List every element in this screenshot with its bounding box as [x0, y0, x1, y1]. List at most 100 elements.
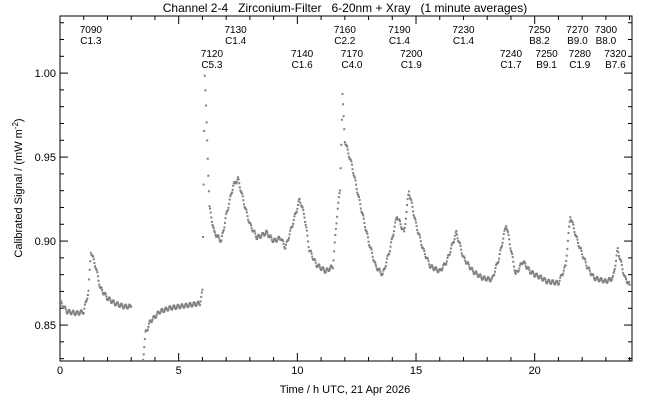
data-point: [511, 252, 514, 255]
data-point: [366, 236, 369, 239]
data-point: [232, 182, 235, 185]
data-point: [406, 198, 409, 201]
data-point: [565, 259, 568, 262]
data-point: [200, 295, 203, 298]
data-point: [606, 280, 609, 283]
data-point: [82, 311, 85, 314]
data-point: [244, 207, 247, 210]
data-point: [119, 304, 122, 307]
data-point: [222, 230, 225, 233]
data-point: [337, 196, 340, 199]
data-point: [214, 233, 217, 236]
data-point: [553, 283, 556, 286]
data-point: [502, 237, 505, 240]
data-point: [256, 236, 259, 239]
data-point: [223, 222, 226, 225]
data-point: [142, 358, 145, 361]
data-point: [305, 229, 308, 232]
flare-id-label: 7280: [569, 49, 592, 60]
data-point: [624, 275, 627, 278]
data-point: [276, 237, 279, 240]
data-point: [196, 302, 199, 305]
data-point: [191, 305, 194, 308]
data-point: [325, 268, 328, 271]
data-point: [357, 194, 360, 197]
data-point: [302, 209, 305, 212]
data-point: [315, 264, 318, 267]
chart-title: Channel 2-4 Zirconium-Filter 6-20nm + Xr…: [163, 1, 527, 15]
data-point: [185, 302, 188, 305]
data-point: [366, 232, 369, 235]
data-point: [264, 233, 267, 236]
data-point: [229, 195, 232, 198]
data-point: [340, 118, 343, 121]
data-point: [496, 262, 499, 265]
data-point: [441, 266, 444, 269]
data-point: [399, 223, 402, 226]
data-point: [488, 277, 490, 280]
data-point: [199, 300, 202, 303]
data-point: [88, 268, 91, 271]
data-point: [518, 267, 521, 270]
data-point: [500, 246, 503, 249]
data-point: [584, 258, 587, 261]
data-point: [339, 189, 342, 192]
flare-class-label: C1.6: [292, 60, 314, 71]
data-point: [423, 250, 426, 253]
data-point: [537, 277, 540, 280]
data-point: [352, 172, 355, 175]
data-point: [463, 255, 466, 258]
data-point: [556, 280, 559, 283]
data-point: [169, 305, 172, 308]
data-point: [567, 232, 570, 235]
data-point: [161, 307, 164, 310]
data-point: [498, 253, 501, 256]
data-point: [596, 276, 599, 279]
data-point: [60, 302, 63, 305]
data-point: [565, 254, 568, 257]
data-point: [528, 268, 531, 271]
data-point: [338, 192, 341, 195]
data-point: [223, 226, 226, 229]
data-point: [272, 240, 275, 243]
data-point: [191, 303, 194, 306]
data-point: [358, 199, 361, 202]
data-point: [479, 274, 482, 277]
data-point: [603, 279, 606, 282]
data-point: [265, 229, 268, 232]
data-point: [117, 304, 120, 307]
data-point: [518, 264, 521, 267]
data-point: [337, 201, 340, 204]
data-point: [235, 182, 238, 185]
data-point: [343, 128, 346, 131]
data-point: [367, 240, 370, 243]
data-point: [213, 229, 216, 232]
flare-class-label: C1.7: [500, 60, 522, 71]
data-point: [416, 228, 419, 231]
data-point: [547, 278, 550, 281]
data-point: [427, 260, 430, 263]
data-point: [301, 206, 304, 209]
data-point: [622, 271, 625, 274]
data-point: [388, 250, 391, 253]
flare-class-label: B8.0: [596, 36, 617, 47]
data-point: [480, 276, 483, 279]
data-point: [83, 307, 86, 310]
data-point: [351, 168, 354, 171]
data-point: [228, 202, 231, 205]
data-point: [513, 269, 516, 272]
data-point: [405, 210, 408, 213]
data-point: [527, 266, 530, 269]
y-axis-label-sup: -2: [11, 122, 20, 130]
data-point: [571, 221, 574, 224]
data-point: [260, 233, 263, 236]
data-point: [616, 250, 619, 253]
data-point: [80, 309, 83, 312]
data-point: [616, 247, 619, 250]
data-point: [343, 141, 346, 144]
data-point: [152, 316, 155, 319]
data-point: [323, 269, 326, 272]
flare-id-label: 7250: [528, 25, 551, 36]
data-point: [548, 280, 551, 283]
data-point: [74, 313, 77, 316]
